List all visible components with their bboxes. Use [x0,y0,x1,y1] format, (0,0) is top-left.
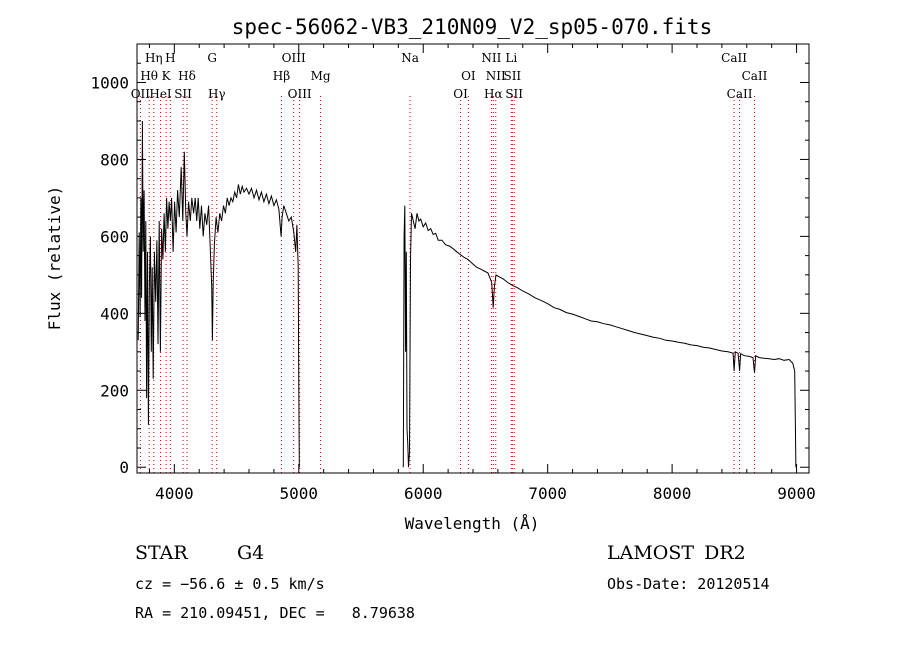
line-label-10: Hβ [273,69,290,83]
y-tick-label-2: 400 [100,304,129,323]
line-label-6: SII [174,87,192,101]
y-tick-label-1: 200 [100,381,129,400]
survey-name: LAMOST DR2 [607,542,746,564]
line-label-7: Hδ [178,69,196,83]
y-tick-label-4: 800 [100,150,129,169]
spectrum-segment-1 [402,205,797,468]
line-label-4: H [165,51,175,65]
line-label-3: HeI [149,87,172,101]
plot-axes: 4000 5000 6000 7000 8000 9000 0 200 400 600 800 100… [90,43,816,503]
x-tick-label-2: 6000 [404,484,443,503]
redshift-velocity: cz = −56.6 ± 0.5 km/s [135,575,325,593]
y-tick-label-0: 0 [119,458,129,477]
line-label-12: OIII [288,87,312,101]
line-label-21: SII [503,69,521,83]
y-axis-label: Flux (relative) [45,186,64,331]
x-axis-label: Wavelength (Å) [405,514,540,533]
line-label-17: NII [481,51,501,65]
chart-title: spec-56062-VB3_210N09_V2_sp05-070.fits [232,15,712,39]
x-tick-label-4: 8000 [653,484,692,503]
sky-coordinates: RA = 210.09451, DEC = 8.79638 [135,604,415,622]
line-label-22: SII [505,87,523,101]
spectrum-series [137,120,797,468]
line-label-24: CaII [727,87,753,101]
line-label-19: NII [486,69,506,83]
object-class: STAR [135,542,188,564]
line-label-23: CaII [721,51,747,65]
line-label-2: Hθ [140,69,158,83]
line-label-11: OIII [282,51,306,65]
line-label-1: Hη [145,51,163,65]
line-label-8: G [207,51,217,65]
x-tick-label-0: 4000 [155,484,194,503]
line-label-25: CaII [742,69,768,83]
observation-date: Obs-Date: 20120514 [607,575,770,593]
spectrum-segment-0 [137,120,300,468]
line-label-5: K [162,69,172,83]
x-tick-label-1: 5000 [280,484,319,503]
y-tick-label-5: 1000 [90,73,129,92]
line-label-13: Mg [311,69,331,83]
line-label-0: OII [131,87,151,101]
line-label-18: Hα [484,87,503,101]
line-label-14: Na [401,51,419,65]
line-label-16: OI [461,69,476,83]
x-tick-label-5: 9000 [777,484,816,503]
spectral-subclass: G4 [237,542,265,564]
y-tick-label-3: 600 [100,227,129,246]
line-label-15: OI [453,87,468,101]
line-label-9: Hγ [208,87,226,101]
x-tick-label-3: 7000 [528,484,567,503]
spectral-line-markers: OIIHηHθHeIHKSIIHδGHγHβOIIIOIIIMgNaOIOINI… [131,51,768,473]
line-label-20: Li [505,51,517,65]
plot-frame [136,43,810,474]
